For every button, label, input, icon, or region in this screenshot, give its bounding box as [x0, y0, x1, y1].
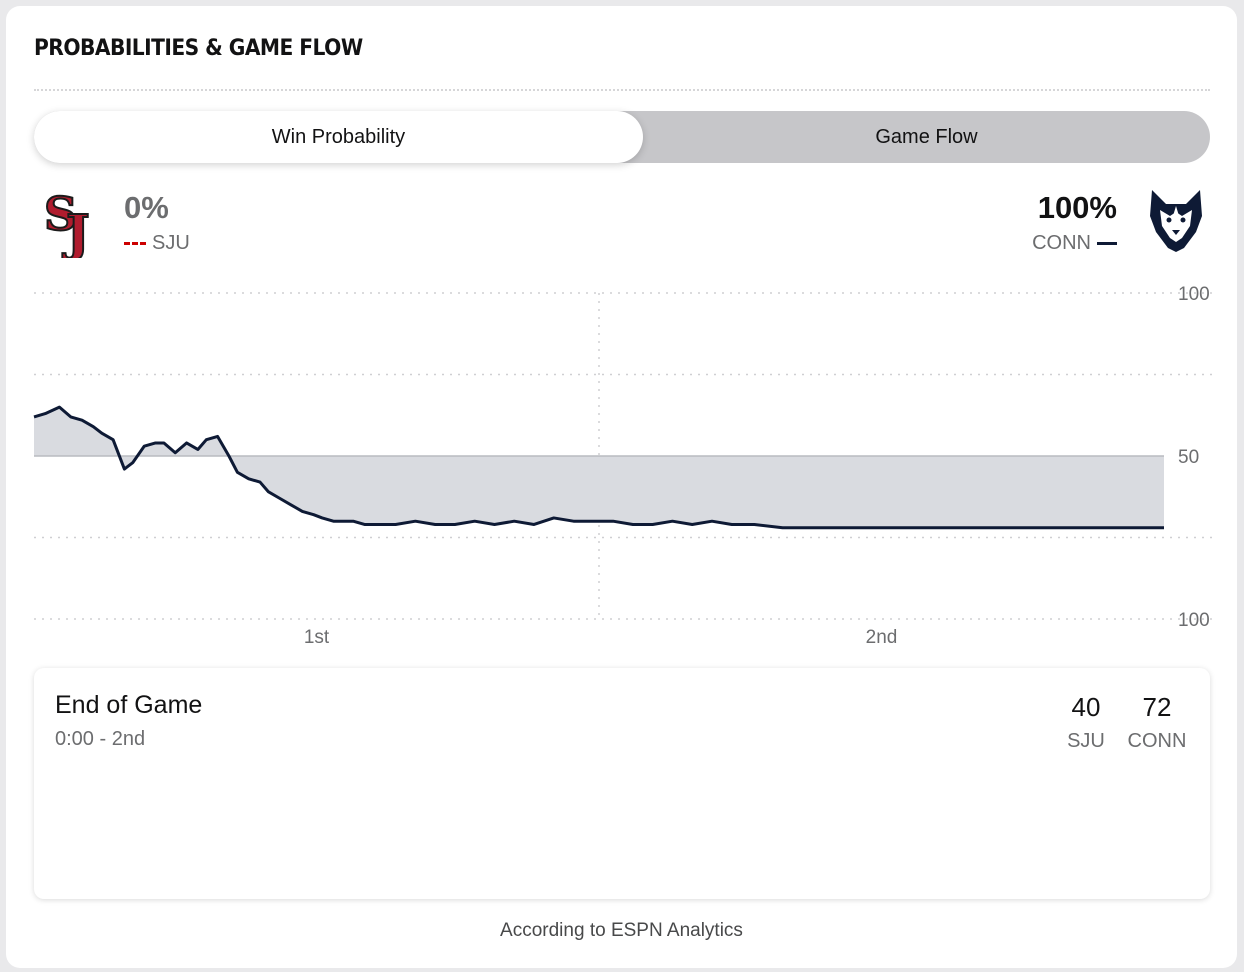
svg-text:J: J: [62, 203, 90, 258]
tab-game-flow[interactable]: Game Flow: [875, 126, 978, 148]
conn-probability-line: [33, 405, 1164, 530]
status-title: End of Game: [55, 691, 203, 719]
home-legend: CONN: [1032, 232, 1117, 255]
home-abbr: CONN: [1032, 232, 1091, 254]
card-title: PROBABILITIES & GAME FLOW: [34, 36, 363, 61]
away-dashed-line-icon: [124, 242, 146, 246]
win-probability-card: PROBABILITIES & GAME FLOW Game Flow Win …: [6, 6, 1237, 968]
svg-text:S: S: [44, 187, 77, 241]
uconn-husky-logo-icon: [1150, 190, 1202, 252]
away-score-abbr: SJU: [1067, 730, 1105, 752]
away-score: 40: [1071, 692, 1101, 722]
period-label-0: 1st: [304, 627, 330, 648]
period-label-1: 2nd: [866, 627, 898, 648]
footer-attribution: According to ESPN Analytics: [500, 920, 743, 941]
away-legend: SJU: [124, 232, 190, 255]
sju-logo-icon: S J: [43, 186, 91, 258]
y-tick-label-2: 100: [1178, 610, 1210, 631]
home-solid-line-icon: [1097, 242, 1117, 246]
status-clock: 0:00 - 2nd: [55, 728, 146, 750]
home-score: 72: [1142, 692, 1172, 722]
away-abbr: SJU: [152, 232, 190, 254]
tab-win-probability[interactable]: Win Probability: [34, 111, 643, 163]
probability-area: [34, 407, 1164, 528]
title-divider: [34, 89, 1210, 91]
away-win-pct: 0%: [124, 190, 169, 225]
win-probability-chart: 100 50 100 1st 2nd: [33, 284, 1212, 648]
game-status-box: End of Game 0:00 - 2nd 40 72 SJU CONN: [34, 668, 1210, 899]
y-tick-label-1: 50: [1178, 447, 1199, 468]
home-score-abbr: CONN: [1127, 730, 1187, 752]
view-toggle: Game Flow Win Probability: [34, 111, 1210, 163]
y-tick-label-0: 100: [1178, 284, 1210, 305]
home-win-pct: 100%: [1037, 190, 1117, 225]
